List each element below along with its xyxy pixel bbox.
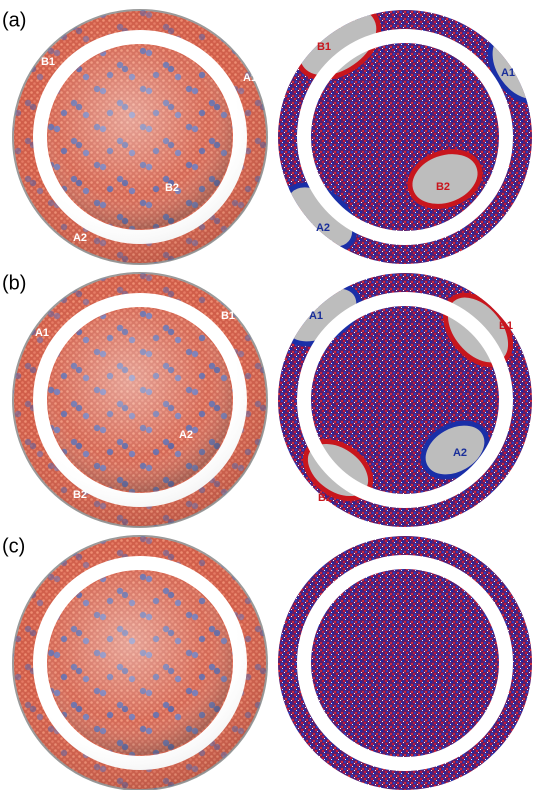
- panel-label: (c): [2, 535, 25, 557]
- region-label: A2: [73, 232, 87, 244]
- region-label: B2: [165, 182, 179, 194]
- region-label: A1: [35, 327, 49, 339]
- panel-label: (b): [2, 272, 26, 294]
- region-label: A1: [243, 72, 257, 84]
- region-label: B1: [317, 41, 331, 53]
- region-label: B2: [436, 181, 450, 193]
- panel-a: (a) B1 A1 B2 A2 B1 A1 B2 A2: [2, 0, 532, 264]
- region-label: B1: [499, 320, 513, 332]
- panel-b: (b) A1 B1 A2 B2 A1 B1 A2 B2: [2, 272, 532, 527]
- panel-label: (a): [2, 9, 26, 31]
- region-label: B2: [318, 492, 332, 504]
- region-label: B2: [73, 489, 87, 501]
- region-label: A2: [179, 429, 193, 441]
- panel-c: (c): [2, 535, 532, 790]
- region-label: B1: [221, 310, 235, 322]
- region-label: A1: [309, 310, 323, 322]
- region-label: A2: [316, 222, 330, 234]
- region-label: A2: [453, 447, 467, 459]
- region-label: A1: [501, 67, 515, 79]
- region-label: B1: [41, 56, 55, 68]
